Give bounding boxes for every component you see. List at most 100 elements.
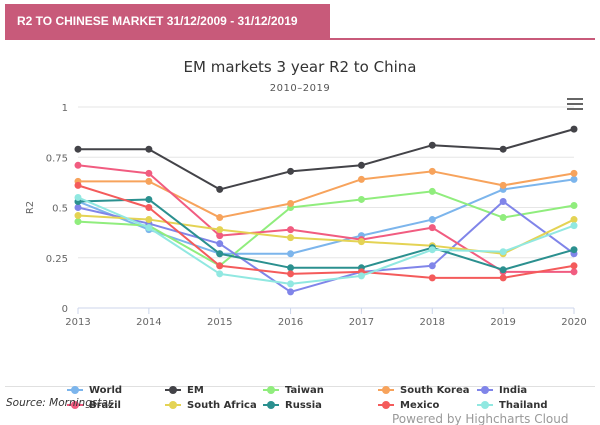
data-point-russia [499,266,507,274]
legend-marker-icon [378,385,394,395]
series-line-brazil [77,164,574,273]
legend-marker-icon [263,400,279,410]
legend-item-south-africa[interactable]: South Africa [165,398,257,412]
legend-item-india[interactable]: India [477,383,527,397]
chart-credit[interactable]: Powered by Highcharts Cloud [392,412,569,425]
data-point-thailand [428,246,436,254]
header-rule [5,38,595,40]
data-point-india [499,197,507,205]
x-tick-label: 2014 [136,317,161,328]
legend-label: Brazil [89,399,121,411]
legend-marker-icon [67,385,83,395]
data-point-brazil [428,224,436,232]
chart-container: EM markets 3 year R2 to China 2010–2019 … [5,40,595,425]
legend-item-russia[interactable]: Russia [263,398,322,412]
data-point-south-africa [357,238,365,246]
data-point-south-korea [357,175,365,183]
series-line-mexico [77,184,575,279]
data-point-south-korea [216,214,224,222]
data-point-brazil [287,226,295,234]
hamburger-icon[interactable] [567,98,583,112]
legend-marker-icon [165,400,181,410]
x-tick-label: 2013 [65,317,90,328]
data-point-south-africa [570,216,578,224]
data-point-mexico [216,262,224,270]
data-point-brazil [74,161,82,169]
data-point-russia [216,250,224,258]
data-point-thailand [216,270,224,278]
data-point-india [74,204,82,211]
line-chart-plot: 0 0.25 0.5 0.75 1 R2 2013 2014 2015 2016 2017 2018 2… [25,103,587,328]
series-line-south-korea [78,170,575,219]
data-point-mexico [145,204,153,211]
legend-item-em[interactable]: EM [165,383,204,397]
series-line-south-africa [77,214,575,255]
data-point-brazil [145,169,153,177]
series-line-em [78,128,575,191]
series-line-thailand [77,196,575,285]
legend-label: Thailand [499,399,548,411]
data-point-thailand [499,248,507,256]
data-point-south-korea [145,177,153,185]
y-tick-label: 0.25 [46,254,68,265]
data-point-mexico [570,262,578,270]
data-point-south-africa [287,234,295,242]
legend-marker-icon [263,385,279,395]
legend-marker-icon [477,385,493,395]
data-point-south-africa [216,226,224,234]
y-tick-label: 1 [62,103,68,114]
legend-label: Taiwan [285,384,324,396]
y-axis-label: R2 [25,201,36,214]
data-point-south-korea [570,169,578,177]
legend-marker-icon [165,385,181,395]
data-point-russia [570,246,578,254]
data-point-south-korea [499,181,507,189]
legend-label: South Korea [400,384,470,396]
data-point-brazil [570,268,578,276]
data-point-brazil [216,232,224,240]
data-point-mexico [499,274,507,282]
legend-label: World [89,384,123,396]
legend-item-taiwan[interactable]: Taiwan [263,383,324,397]
data-point-em [145,145,153,153]
legend-marker-icon [477,400,493,410]
x-tick-label: 2019 [490,317,515,328]
legend-label: Mexico [400,399,440,411]
data-point-em [287,167,295,175]
data-point-thailand [570,222,578,230]
legend-item-mexico[interactable]: Mexico [378,398,439,412]
legend-item-world[interactable]: World [67,383,122,397]
data-point-mexico [287,270,295,278]
legend-label: EM [187,384,204,396]
data-point-thailand [145,224,153,232]
legend-item-south-korea[interactable]: South Korea [378,383,469,397]
legend-item-brazil[interactable]: Brazil [67,398,121,412]
data-point-india [287,288,295,296]
data-point-russia [145,195,153,203]
data-point-taiwan [357,195,365,203]
data-point-em [74,145,82,153]
data-point-india [216,240,224,248]
data-point-em [570,125,578,133]
series-line-world [77,178,575,255]
series-line-india [77,200,575,293]
legend-label: India [499,384,528,396]
data-point-india [428,262,436,270]
data-point-south-korea [287,199,295,207]
data-point-world [570,175,578,183]
data-point-world [428,216,436,224]
legend-label: South Africa [187,399,257,411]
data-point-thailand [357,272,365,280]
data-point-thailand [74,193,82,201]
x-tick-label: 2020 [561,317,586,328]
x-tick-label: 2015 [207,317,232,328]
y-tick-label: 0 [62,304,68,315]
data-point-em [428,141,436,149]
legend-label: Russia [285,399,322,411]
legend-item-thailand[interactable]: Thailand [477,398,548,412]
legend-marker-icon [378,400,394,410]
data-point-mexico [428,274,436,282]
data-point-south-africa [74,212,82,220]
data-point-south-korea [428,167,436,175]
chart-subtitle: 2010–2019 [269,83,331,94]
